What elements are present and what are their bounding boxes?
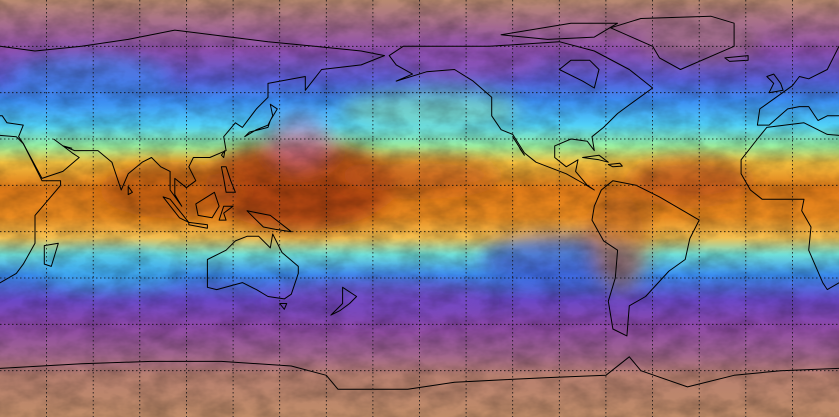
- hispaniola: [607, 162, 623, 168]
- north-america: [388, 41, 654, 191]
- africa: [740, 122, 839, 291]
- greenland: [610, 15, 735, 70]
- australia: [206, 233, 299, 300]
- sulawesi: [218, 205, 234, 221]
- africa: [0, 134, 62, 284]
- japan: [244, 103, 278, 138]
- britain: [766, 73, 784, 94]
- java: [188, 221, 208, 229]
- iceland: [724, 55, 749, 62]
- coastlines: [0, 15, 839, 390]
- new-zealand: [330, 286, 358, 316]
- eurasia: [0, 29, 385, 207]
- south-america: [591, 180, 700, 337]
- new-guinea: [246, 210, 292, 233]
- baja: [512, 136, 525, 156]
- hudson-bay: [558, 59, 600, 89]
- borneo: [195, 191, 220, 219]
- taiwan: [220, 150, 226, 158]
- madagascar: [43, 242, 59, 267]
- antarctica: [0, 356, 839, 390]
- arabia-gulf: [53, 138, 73, 149]
- sri-lanka: [127, 186, 133, 196]
- tasmania: [279, 303, 288, 310]
- philippines: [220, 166, 236, 193]
- cuba: [582, 154, 609, 163]
